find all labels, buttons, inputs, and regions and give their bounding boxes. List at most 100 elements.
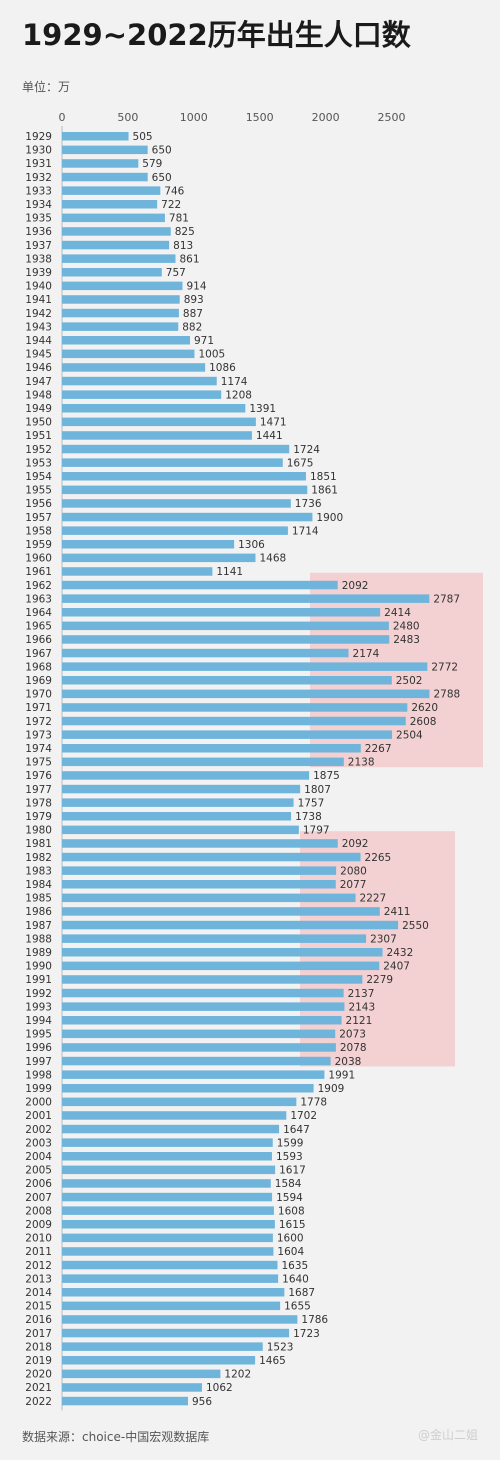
unit-label: 单位：万 <box>22 80 71 94</box>
value-label: 1465 <box>259 1355 286 1367</box>
year-label: 1946 <box>25 362 52 374</box>
year-label: 1974 <box>25 743 52 755</box>
year-label: 2007 <box>25 1192 52 1204</box>
bar <box>62 1029 336 1039</box>
source-label: 数据来源：choice-中国宏观数据库 <box>22 1430 210 1444</box>
year-label: 1992 <box>25 988 52 1000</box>
year-label: 1985 <box>25 893 52 905</box>
bar <box>62 485 308 495</box>
year-label: 1995 <box>25 1029 52 1041</box>
value-label: 2138 <box>348 757 375 769</box>
value-label: 1086 <box>209 362 236 374</box>
value-label: 1647 <box>283 1124 310 1136</box>
bar <box>62 580 338 590</box>
year-label: 1932 <box>25 172 52 184</box>
year-label: 1958 <box>25 525 52 537</box>
value-label: 1724 <box>293 444 320 456</box>
bar <box>62 893 356 903</box>
value-label: 2414 <box>384 607 411 619</box>
year-label: 1938 <box>25 253 52 265</box>
year-label: 1951 <box>25 430 52 442</box>
bar <box>62 145 148 155</box>
value-label: 2227 <box>360 893 387 905</box>
value-label: 1714 <box>292 525 319 537</box>
bar <box>62 689 430 699</box>
value-label: 2307 <box>370 933 397 945</box>
year-label: 2015 <box>25 1301 52 1313</box>
year-label: 1989 <box>25 947 52 959</box>
year-label: 1987 <box>25 920 52 932</box>
year-label: 2020 <box>25 1369 52 1381</box>
bar <box>62 812 292 821</box>
value-label: 1306 <box>238 539 265 551</box>
bar <box>62 1274 279 1283</box>
chart-title: 1929~2022历年出生人口数 <box>22 18 411 52</box>
year-label: 1949 <box>25 403 52 415</box>
value-label: 2787 <box>433 593 460 605</box>
year-label: 1942 <box>25 308 52 320</box>
year-label: 2012 <box>25 1260 52 1272</box>
bar <box>62 540 235 549</box>
value-label: 1062 <box>206 1382 233 1394</box>
bar <box>62 349 195 359</box>
bar <box>62 839 338 848</box>
value-label: 1851 <box>310 471 337 483</box>
bar <box>62 1138 273 1147</box>
bar <box>62 363 206 372</box>
value-label: 1723 <box>293 1328 320 1340</box>
bar <box>62 1070 325 1079</box>
x-tick-label: 2000 <box>312 111 340 124</box>
bar <box>62 404 246 413</box>
year-label: 2013 <box>25 1273 52 1285</box>
year-label: 1966 <box>25 634 52 646</box>
bar <box>62 186 161 195</box>
bar <box>62 1206 274 1215</box>
value-label: 2077 <box>340 879 367 891</box>
year-label: 2018 <box>25 1341 52 1353</box>
year-label: 1978 <box>25 797 52 809</box>
x-tick-label: 0 <box>59 111 66 124</box>
x-axis-ticks: 0 500 1000 1500 2000 2500 <box>59 111 406 124</box>
year-label: 1956 <box>25 498 52 510</box>
value-label: 1797 <box>303 825 330 837</box>
bar <box>62 159 139 168</box>
year-label: 1961 <box>25 566 52 578</box>
year-label: 2004 <box>25 1151 52 1163</box>
year-label: 1986 <box>25 906 52 918</box>
bar <box>62 934 367 943</box>
value-label: 757 <box>166 267 186 279</box>
bar <box>62 458 283 467</box>
bar <box>62 472 306 481</box>
year-label: 1944 <box>25 335 52 347</box>
year-label: 1947 <box>25 376 52 388</box>
bar <box>62 390 222 399</box>
year-label: 1929 <box>25 131 52 143</box>
year-label: 1971 <box>25 702 52 714</box>
bar <box>62 920 399 930</box>
bar <box>62 254 176 263</box>
bar <box>62 172 148 182</box>
bar <box>62 1002 345 1011</box>
year-label: 1950 <box>25 417 52 429</box>
bar <box>62 757 344 767</box>
value-label: 2092 <box>342 580 369 592</box>
bar <box>62 308 179 318</box>
bar <box>62 798 294 807</box>
bar <box>62 1097 297 1107</box>
value-label: 861 <box>179 253 199 265</box>
bar <box>62 227 171 236</box>
value-label: 1441 <box>256 430 283 442</box>
value-label: 2480 <box>393 621 420 633</box>
bar <box>62 662 428 671</box>
value-label: 1593 <box>276 1151 303 1163</box>
value-label: 887 <box>183 308 203 320</box>
value-label: 813 <box>173 240 193 252</box>
bar <box>62 1124 280 1134</box>
year-label: 1998 <box>25 1069 52 1081</box>
value-label: 1584 <box>275 1178 302 1190</box>
value-label: 1675 <box>287 457 314 469</box>
bar <box>62 499 291 508</box>
bar <box>62 240 170 250</box>
bar <box>62 1043 336 1052</box>
year-label: 1962 <box>25 580 52 592</box>
